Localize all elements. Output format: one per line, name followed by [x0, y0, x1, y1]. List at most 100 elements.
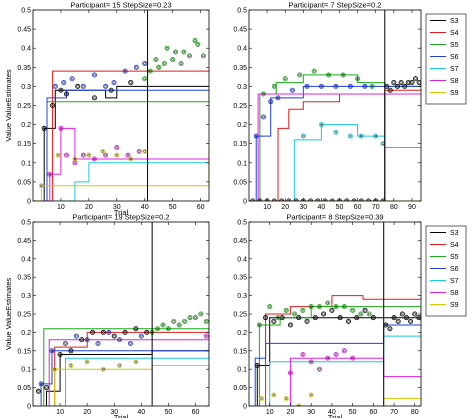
marker-ring-S5 — [183, 320, 186, 323]
legend-box — [425, 225, 467, 317]
marker-S9 — [38, 183, 44, 189]
y-tick-label: 0.05 — [233, 179, 247, 186]
marker-S3 — [394, 83, 400, 89]
marker-ring-S5 — [367, 312, 371, 316]
marker-ring-S3 — [255, 364, 259, 367]
series-line-S9 — [249, 398, 421, 406]
marker-ring-S5 — [188, 54, 191, 58]
series-line-S6 — [249, 82, 421, 201]
marker-ring-S9 — [309, 393, 313, 397]
marker-ring-S5 — [341, 73, 345, 77]
marker-ring-S3 — [400, 312, 404, 316]
marker-S9 — [308, 392, 314, 398]
y-tick-label: 0.35 — [233, 275, 247, 282]
marker-S3 — [321, 311, 327, 317]
marker-S6 — [333, 83, 339, 89]
marker-S9 — [142, 148, 148, 154]
marker-ring-S3 — [112, 334, 116, 338]
marker-ring-S5 — [154, 58, 158, 62]
marker-ring-S6 — [50, 349, 54, 353]
marker-ring-S3 — [384, 323, 388, 327]
series-line-S4 — [33, 70, 209, 201]
marker-S8 — [203, 333, 209, 339]
marker-S3 — [133, 326, 139, 332]
marker-S8 — [58, 125, 64, 131]
marker-S5 — [300, 307, 306, 313]
series-line-S7 — [249, 124, 421, 201]
marker-S5 — [181, 49, 187, 55]
marker-S8 — [91, 156, 97, 162]
marker-S6 — [117, 337, 123, 343]
y-tick-label: 0.45 — [17, 27, 31, 34]
marker-ring-S9 — [118, 364, 121, 367]
marker-ring-S3 — [289, 323, 292, 327]
marker-S5 — [340, 72, 346, 78]
marker-ring-S5 — [276, 316, 280, 320]
marker-S5 — [153, 57, 159, 63]
marker-ring-S3 — [392, 316, 396, 320]
marker-ring-S8 — [48, 172, 52, 176]
marker-S6 — [95, 340, 101, 346]
marker-S5 — [172, 49, 178, 55]
marker-ring-S3 — [363, 308, 367, 312]
x-tick-label: 20 — [85, 204, 93, 211]
legend-label: S9 — [450, 302, 459, 309]
marker-ring-S3 — [406, 81, 410, 84]
marker-ring-S7 — [301, 134, 305, 138]
marker-S3 — [263, 315, 269, 321]
marker-ring-S6 — [74, 334, 78, 338]
marker-S5 — [358, 311, 364, 317]
legend-label: S4 — [450, 242, 459, 249]
marker-ring-S5 — [179, 62, 183, 65]
marker-S6 — [111, 80, 117, 86]
marker-S5 — [283, 307, 289, 313]
marker-S8 — [125, 152, 131, 158]
marker-S9 — [114, 152, 120, 158]
marker-S3 — [90, 329, 96, 335]
marker-S5 — [341, 304, 347, 310]
marker-ring-S3 — [417, 81, 421, 84]
marker-ring-S3 — [42, 127, 46, 130]
x-tick-label: 30 — [113, 204, 121, 211]
marker-ring-S9 — [102, 367, 105, 371]
x-tick-label: 70 — [390, 409, 398, 416]
marker-ring-S5 — [165, 46, 169, 50]
x-axis-label: Trial — [114, 413, 129, 418]
marker-ring-S5 — [161, 323, 165, 327]
y-tick-label: 0.25 — [233, 103, 247, 110]
x-tick-label: 90 — [408, 204, 416, 211]
plot-area — [249, 295, 421, 406]
y-axis-label: Value ValueEstimates — [4, 278, 13, 351]
series-line-S7 — [33, 350, 209, 406]
x-tick-label: 20 — [281, 204, 289, 211]
marker-ring-S5 — [196, 43, 200, 46]
marker-ring-S5 — [351, 308, 354, 312]
marker-ring-S3 — [91, 331, 94, 334]
marker-S6 — [106, 329, 112, 335]
series-line-S4 — [249, 295, 421, 406]
marker-S9 — [128, 156, 134, 162]
marker-ring-S9 — [56, 153, 60, 157]
marker-S5 — [275, 315, 281, 321]
marker-S6 — [289, 87, 295, 93]
y-tick-label: 0.1 — [237, 367, 247, 374]
marker-S5 — [156, 64, 162, 70]
marker-ring-S7 — [349, 134, 352, 138]
marker-S7 — [333, 129, 339, 135]
panel-title: Participant= 8 StepSize=0.39 — [286, 213, 383, 222]
series-line-S5 — [33, 328, 209, 406]
marker-ring-S5 — [284, 308, 288, 312]
x-tick-label: 30 — [110, 409, 118, 416]
marker-ring-S3 — [37, 389, 40, 393]
legend-label: S9 — [450, 90, 459, 97]
series-line-S8 — [249, 93, 421, 201]
x-tick-label: 40 — [318, 204, 326, 211]
marker-S3 — [391, 315, 397, 321]
marker-ring-S5 — [356, 77, 359, 81]
y-tick-label: 0.15 — [17, 141, 31, 148]
marker-S3 — [144, 329, 150, 335]
marker-ring-S5 — [293, 312, 296, 316]
marker-ring-S3 — [417, 316, 421, 320]
marker-S5 — [333, 304, 339, 310]
marker-ring-S5 — [258, 323, 261, 327]
